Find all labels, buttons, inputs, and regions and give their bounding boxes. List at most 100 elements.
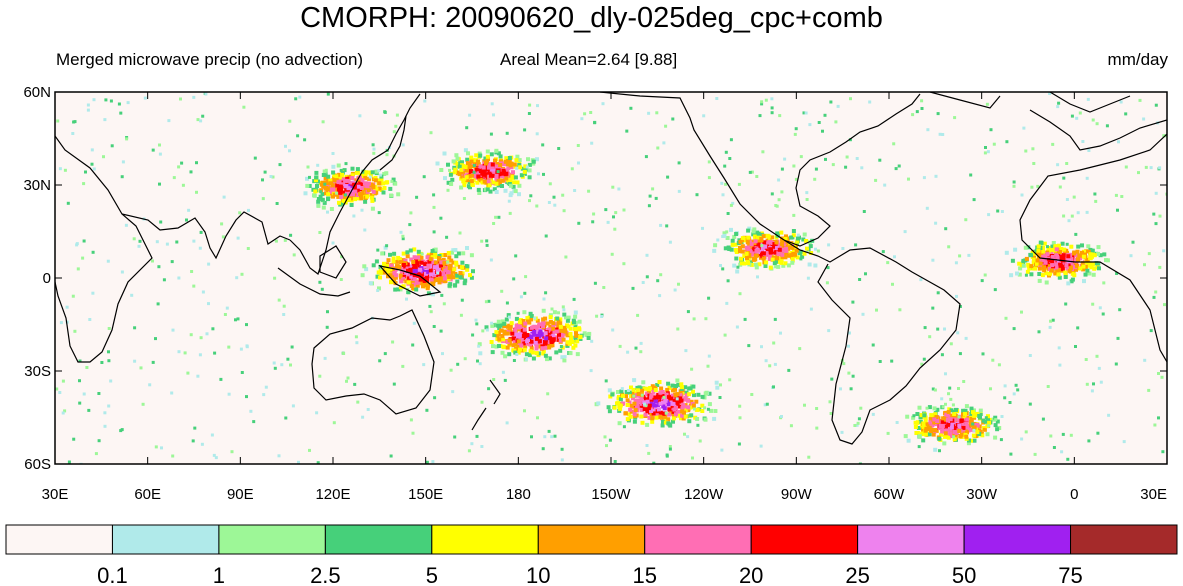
precip-cell [561,193,565,197]
precip-cell [684,390,689,395]
precip-cell [277,298,281,302]
precip-cell [374,190,379,195]
precip-cell [428,257,433,262]
precip-cell [465,126,469,130]
precip-cell [1096,245,1101,250]
precip-cell [558,324,563,329]
precip-cell [647,451,651,455]
precip-cell [1091,302,1095,306]
precip-cell [406,268,410,273]
precip-cell [925,424,930,429]
precip-cell [779,258,784,263]
precip-cell [102,155,105,159]
precip-cell [525,316,530,321]
precip-cell [881,250,885,254]
precip-cell [523,409,526,413]
precip-cell [1074,252,1079,257]
precip-cell [180,161,184,165]
precip-cell [1041,246,1046,250]
precip-cell [989,387,992,391]
precip-cell [765,233,770,238]
precip-cell [1052,446,1056,449]
precip-cell [610,252,614,256]
precip-cell [474,318,478,322]
precip-cell [583,112,587,116]
precip-cell [610,392,615,397]
precip-cell [457,164,462,169]
precip-cell [58,391,62,394]
precip-cell [703,417,708,422]
precip-cell [665,224,669,228]
precip-cell [1031,260,1036,265]
precip-cell [920,99,924,103]
precip-cell [532,324,537,329]
precip-cell [315,411,319,415]
precip-cell [947,245,951,249]
precip-cell [441,352,444,356]
precip-cell [316,197,321,201]
precip-cell [528,199,531,203]
precip-cell [785,236,790,241]
precip-cell [814,247,817,251]
precip-cell [428,304,432,308]
precip-cell [192,95,196,99]
precip-cell [813,177,817,181]
precip-cell [498,154,503,159]
precip-cell [365,194,370,199]
precip-cell [340,255,344,259]
precip-cell [1076,257,1080,262]
precip-cell [824,157,827,161]
precip-cell [1061,432,1065,436]
precip-cell [568,326,573,331]
precip-cell [969,417,974,421]
precip-cell [528,349,533,354]
precip-cell [503,354,508,359]
precip-cell [793,252,798,257]
precip-cell [759,444,763,448]
precip-cell [515,353,519,356]
precip-cell [557,311,560,315]
precip-cell [207,302,210,306]
precip-cell [564,316,567,320]
precip-cell [543,435,547,439]
precip-cell [750,393,754,396]
precip-cell [775,246,779,250]
precip-cell [341,182,346,187]
precip-cell [405,297,408,301]
precip-cell [512,162,517,167]
precip-cell [662,141,666,145]
precip-cell [678,393,683,398]
precip-cell [323,356,327,360]
precip-cell [1016,388,1020,392]
precip-cell [514,158,519,163]
precip-cell [1030,251,1035,256]
precip-cell [463,148,468,153]
precip-cell [524,357,528,361]
precip-cell [645,444,649,447]
precip-cell [571,345,576,350]
precip-cell [677,282,680,286]
precip-cell [999,438,1003,442]
precip-cell [236,236,240,240]
precip-cell [628,407,633,412]
precip-cell [388,273,393,278]
precip-cell [656,279,660,283]
precip-cell [1154,103,1158,107]
precip-cell [657,395,662,400]
precip-cell [480,180,485,185]
precip-cell [772,261,777,266]
precip-cell [964,404,969,409]
precip-cell [491,344,495,349]
precip-cell [457,264,462,269]
precip-cell [1046,261,1051,266]
precip-cell [975,430,980,435]
precip-cell [1042,241,1047,246]
precip-cell [674,412,678,417]
precip-cell [391,256,396,261]
precip-cell [515,166,519,170]
precip-cell [565,323,569,328]
precip-cell [513,350,518,355]
precip-cell [392,268,397,273]
precip-cell [634,346,638,350]
precip-cell [494,173,499,178]
